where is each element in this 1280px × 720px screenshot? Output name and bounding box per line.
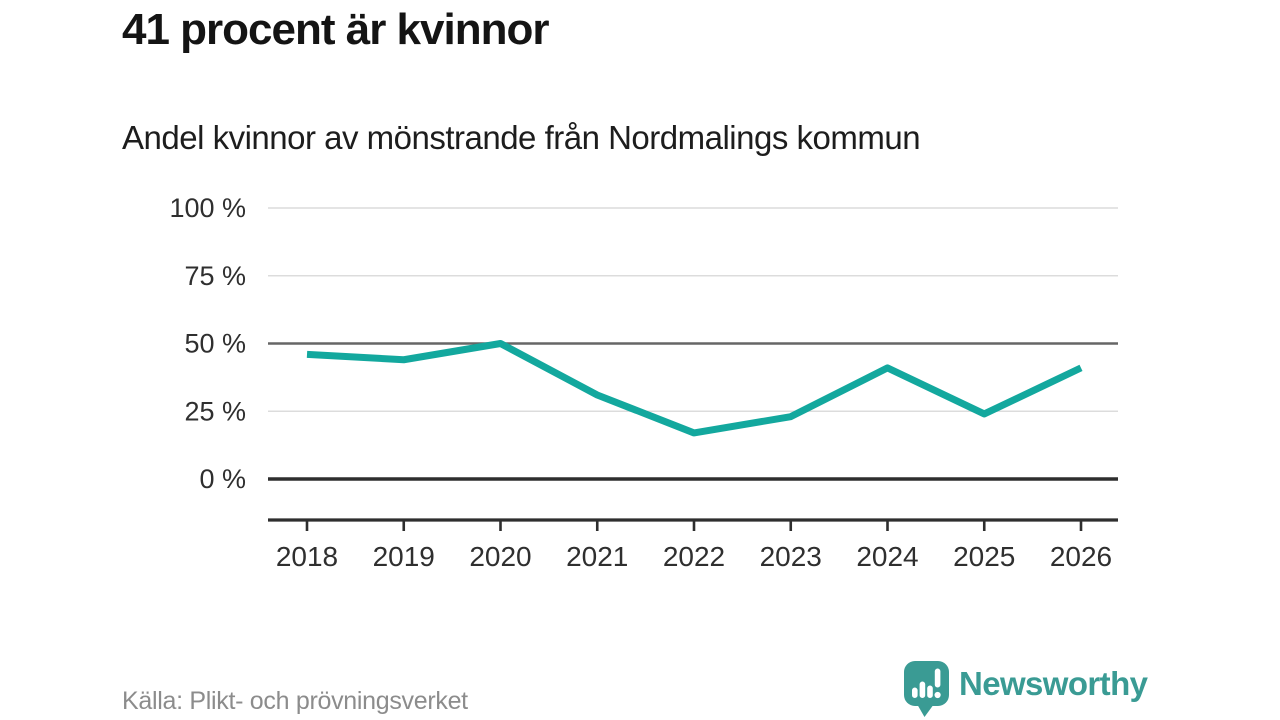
x-tick-label: 2019 xyxy=(373,541,435,572)
y-tick-label: 100 % xyxy=(169,193,246,223)
x-tick-label: 2021 xyxy=(566,541,628,572)
source-caption: Källa: Plikt- och prövningsverket xyxy=(122,687,468,715)
x-tick-label: 2018 xyxy=(276,541,338,572)
y-tick-label: 0 % xyxy=(199,464,246,494)
newsworthy-logo-icon xyxy=(904,661,949,717)
x-tick-label: 2020 xyxy=(469,541,531,572)
x-tick-label: 2022 xyxy=(663,541,725,572)
data-line-andel-kvinnor-av-mönstrande xyxy=(306,340,1083,437)
y-tick-label: 25 % xyxy=(184,396,246,426)
brand-name: Newsworthy xyxy=(959,665,1148,702)
x-tick-label: 2024 xyxy=(856,541,918,572)
y-tick-label: 75 % xyxy=(184,261,246,291)
page-title: 41 procent är kvinnor xyxy=(122,5,549,54)
newsworthy-brand: Newsworthy xyxy=(903,660,1148,718)
x-tick-label: 2023 xyxy=(760,541,822,572)
x-tick-label: 2026 xyxy=(1050,541,1112,572)
y-tick-label: 50 % xyxy=(184,329,246,359)
x-tick-label: 2025 xyxy=(953,541,1015,572)
chart-subtitle: Andel kvinnor av mönstrande från Nordmal… xyxy=(122,119,921,156)
